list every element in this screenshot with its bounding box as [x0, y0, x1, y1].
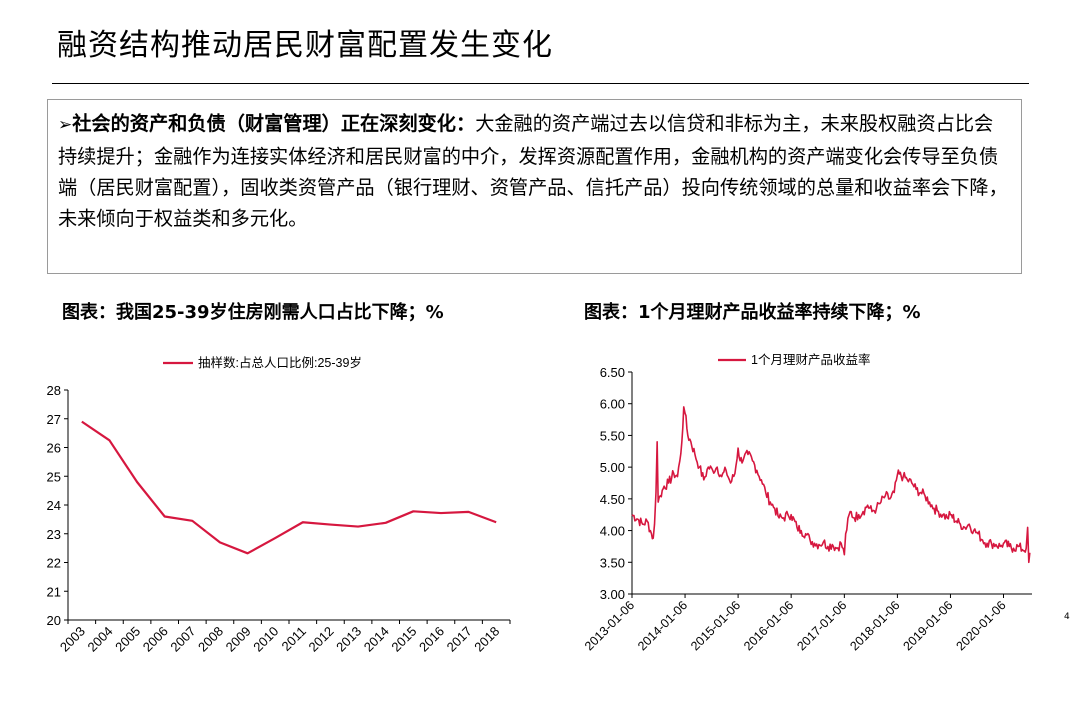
title-divider [52, 83, 1029, 84]
series-line [81, 420, 497, 555]
y-tick-label: 20 [47, 613, 61, 628]
population-share-chart: 抽样数:占总人口比例:25-39岁20212223242526272820032… [47, 355, 511, 655]
y-tick-label: 6.00 [600, 397, 625, 412]
x-tick-label: 2018 [471, 624, 502, 655]
x-tick-label: 2006 [140, 624, 171, 655]
slide-title: 融资结构推动居民财富配置发生变化 [57, 28, 553, 63]
summary-body: 大金融的资产端过去以信贷和非标为主，未来股权融资占比会持续提升；金融作为连接实体… [58, 112, 1008, 230]
x-tick-label: 2010 [250, 624, 281, 655]
x-tick-label: 2004 [85, 624, 116, 655]
x-tick-label: 2017-01-06 [794, 598, 849, 653]
summary-box: ➢社会的资产和负债（财富管理）正在深刻变化：大金融的资产端过去以信贷和非标为主，… [47, 99, 1022, 274]
x-tick-label: 2015 [388, 624, 419, 655]
arrow-bullet-icon: ➢ [58, 115, 73, 135]
x-tick-label: 2012 [306, 624, 337, 655]
y-tick-label: 27 [47, 412, 61, 427]
y-tick-label: 24 [47, 498, 61, 513]
right-chart-caption: 图表：1个月理财产品收益率持续下降；% [584, 302, 921, 323]
y-tick-label: 6.50 [600, 365, 625, 380]
summary-lead: 社会的资产和负债（财富管理）正在深刻变化： [72, 112, 476, 135]
wealth-yield-chart: 1个月理财产品收益率 3.00 3.50 4.00 4.50 5.00 5.50 6.00 6.… [582, 352, 1032, 653]
series-line [631, 406, 1031, 564]
y-tick-label: 23 [47, 527, 61, 542]
x-tick-label: 2008 [195, 624, 226, 655]
y-tick-label: 4.50 [600, 492, 625, 507]
x-tick-label: 2020-01-06 [954, 598, 1009, 653]
x-tick-label: 2015-01-06 [688, 598, 743, 653]
x-tick-label: 2016-01-06 [741, 598, 796, 653]
legend-label: 抽样数:占总人口比例:25-39岁 [198, 355, 362, 370]
x-tick-label: 2014 [361, 624, 392, 655]
x-tick-label: 2018-01-06 [847, 598, 902, 653]
y-tick-label: 3.50 [600, 555, 625, 570]
y-tick-label: 21 [47, 584, 61, 599]
y-tick-label: 28 [47, 383, 61, 398]
x-tick-label: 2014-01-06 [635, 598, 690, 653]
y-tick-label: 22 [47, 556, 61, 571]
left-chart-caption: 图表：我国25-39岁住房刚需人口占比下降；% [62, 302, 444, 323]
x-tick-label: 2009 [223, 624, 254, 655]
y-tick-label: 4.00 [600, 524, 625, 539]
y-tick-label: 26 [47, 441, 61, 456]
x-tick-label: 2013 [333, 624, 364, 655]
y-tick-label: 3.00 [600, 587, 625, 602]
x-tick-label: 2013-01-06 [582, 598, 637, 653]
y-tick-label: 25 [47, 469, 61, 484]
x-tick-label: 2011 [279, 624, 309, 654]
x-tick-label: 2007 [167, 624, 198, 655]
x-tick-label: 2017 [444, 624, 475, 655]
x-tick-label: 2019-01-06 [900, 598, 955, 653]
page-number: 4 [1064, 612, 1070, 622]
y-tick-label: 5.00 [600, 460, 625, 475]
legend-label: 1个月理财产品收益率 [751, 352, 870, 367]
x-tick-label: 2016 [416, 624, 447, 655]
x-tick-label: 2003 [57, 624, 88, 655]
x-tick-label: 2005 [112, 624, 143, 655]
y-tick-label: 5.50 [600, 428, 625, 443]
summary-text: ➢社会的资产和负债（财富管理）正在深刻变化：大金融的资产端过去以信贷和非标为主，… [58, 108, 1010, 234]
